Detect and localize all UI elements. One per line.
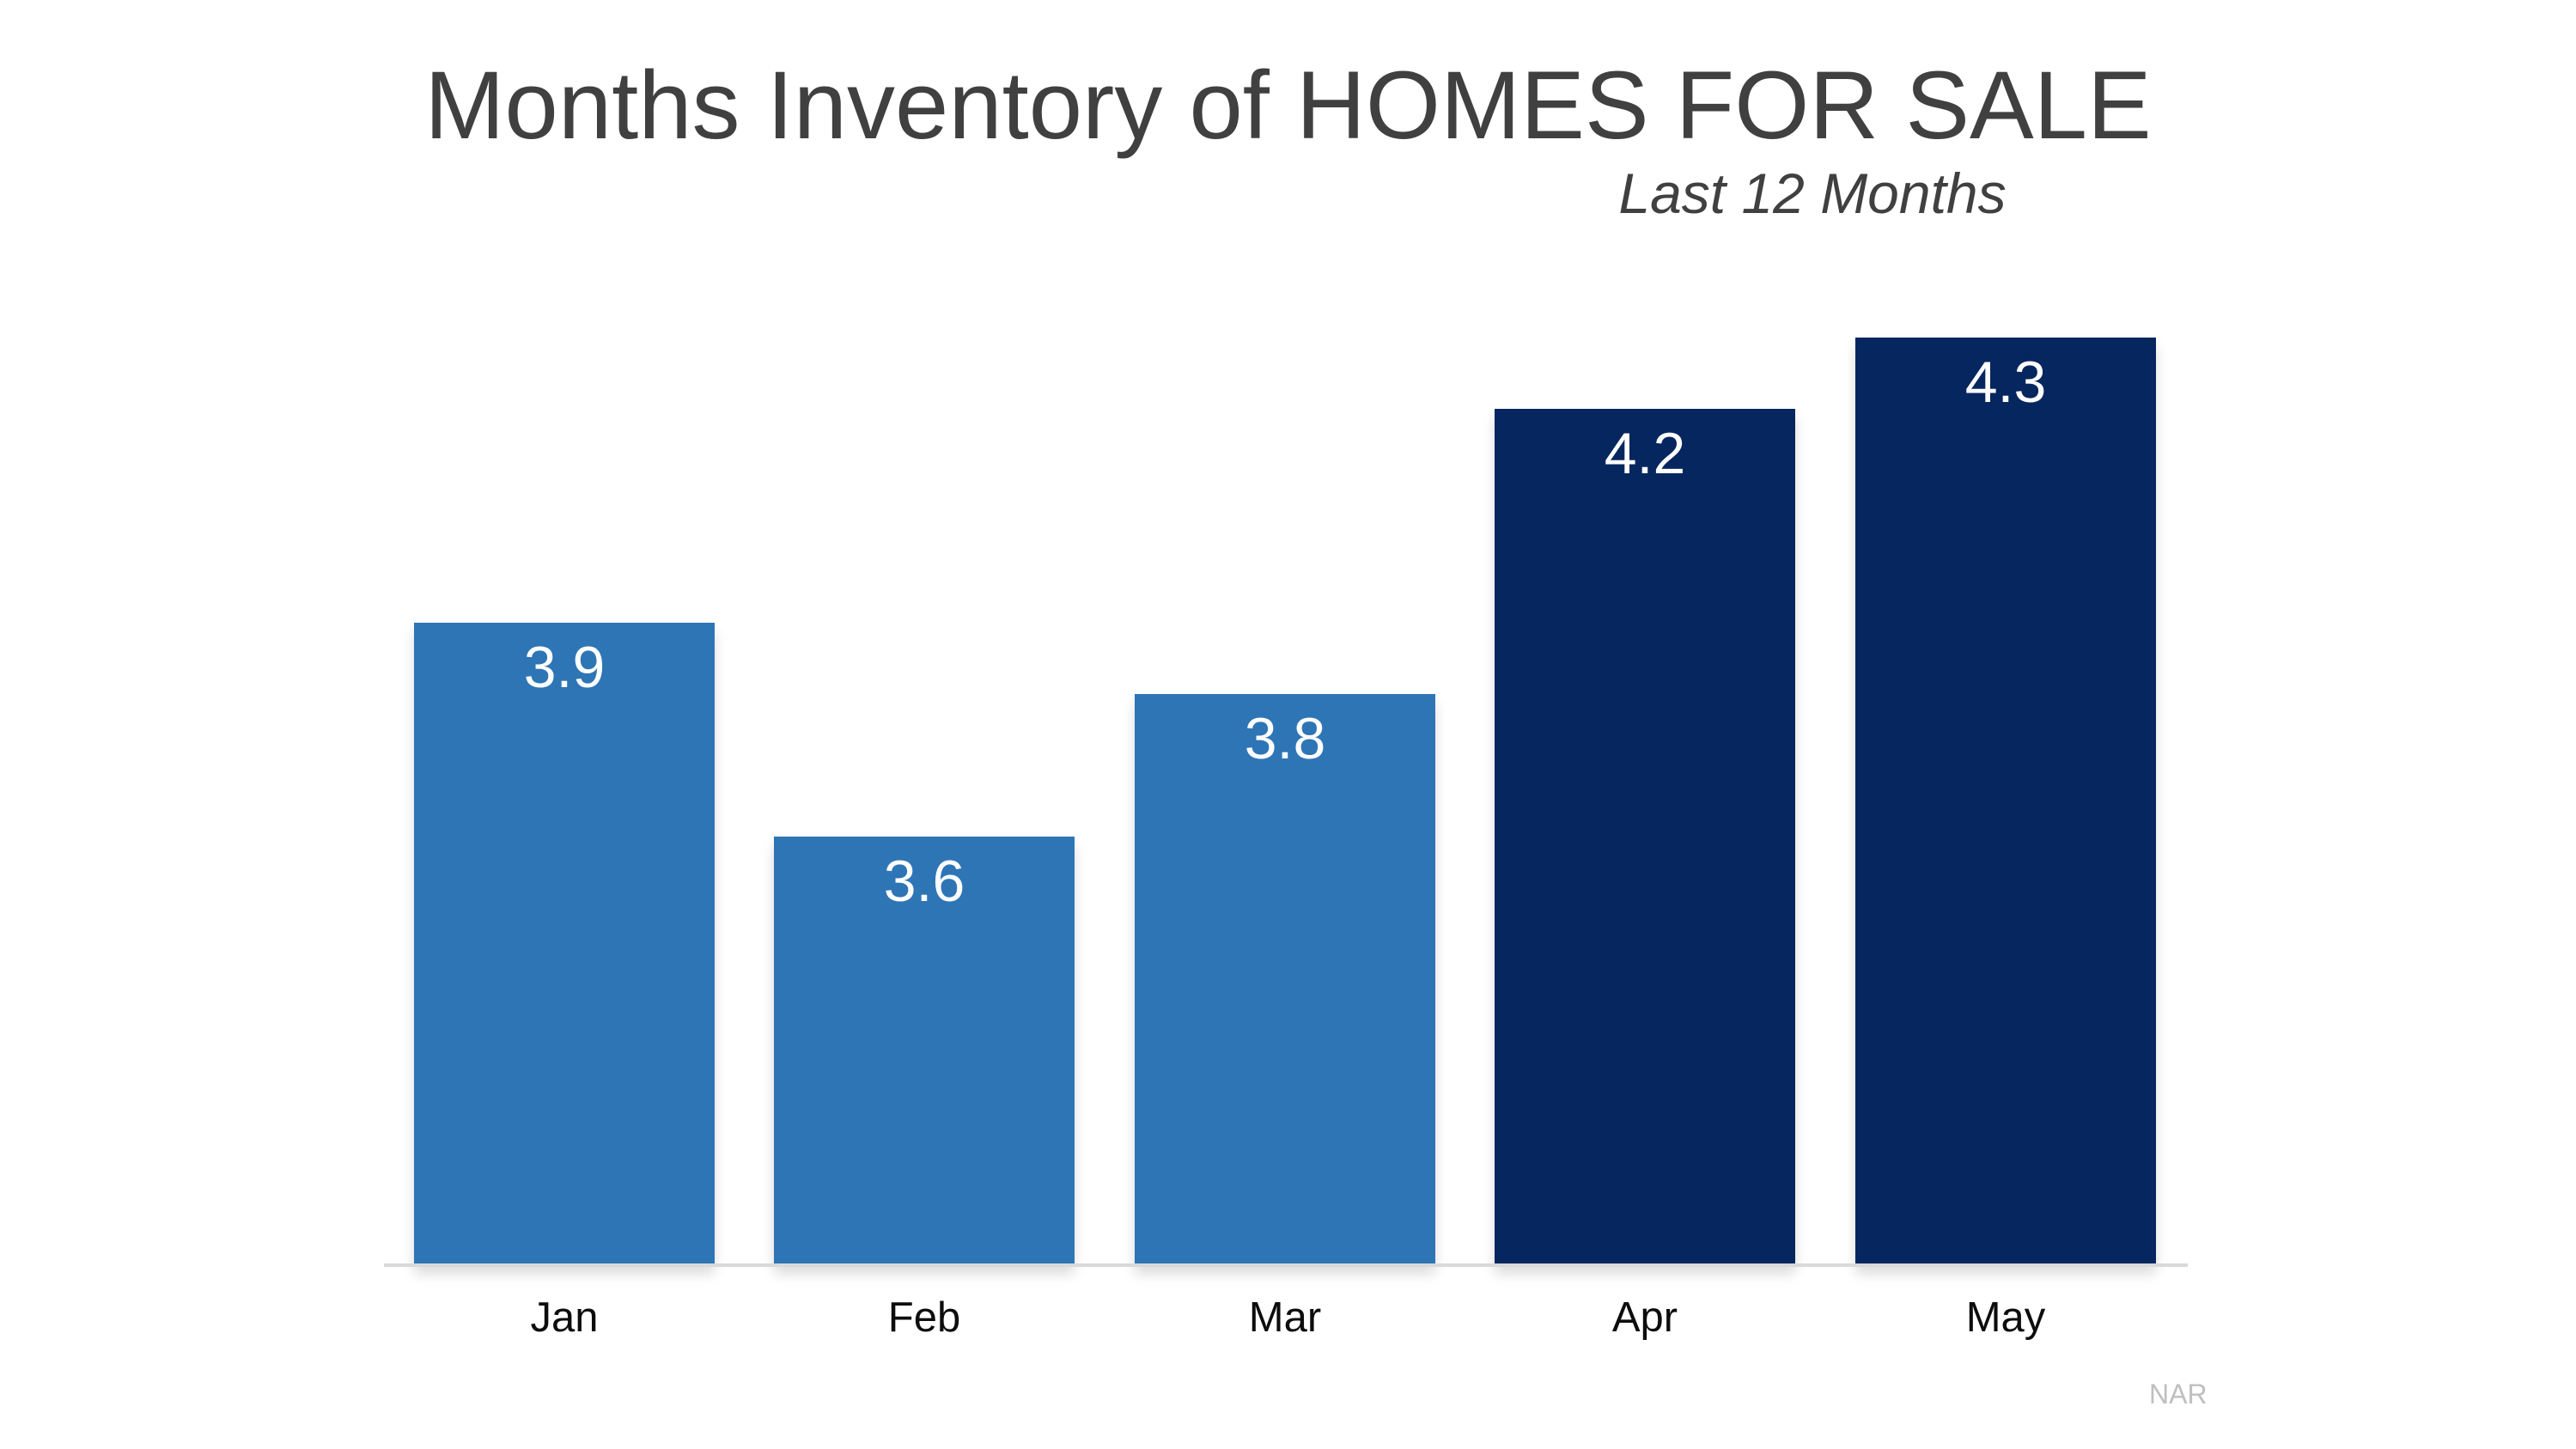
- bar-mar: 3.8: [1135, 694, 1435, 1265]
- x-axis-label-may: May: [1965, 1294, 2046, 1341]
- x-axis-label-jan: Jan: [530, 1294, 599, 1341]
- bar-value-label: 3.6: [883, 849, 965, 914]
- x-axis-label-apr: Apr: [1611, 1294, 1678, 1341]
- x-axis-line: [384, 1263, 2188, 1267]
- bar-value-label: 4.2: [1604, 421, 1686, 486]
- bar-apr: 4.2: [1495, 409, 1795, 1265]
- source-attribution-label: NAR: [2149, 1379, 2208, 1409]
- bar-value-label: 3.9: [523, 635, 606, 700]
- bar-feb: 3.6: [774, 837, 1075, 1265]
- bar-value-label: 4.3: [1964, 350, 2047, 415]
- bar-value-label: 3.8: [1244, 706, 1326, 771]
- x-axis-label-mar: Mar: [1248, 1294, 1322, 1341]
- chart-subtitle: Last 12 Months: [1618, 161, 2007, 225]
- bar-jan: 3.9: [414, 623, 715, 1265]
- x-axis-label-feb: Feb: [887, 1294, 961, 1341]
- bar-may: 4.3: [1855, 338, 2156, 1265]
- chart-title: Months Inventory of HOMES FOR SALE: [424, 52, 2152, 159]
